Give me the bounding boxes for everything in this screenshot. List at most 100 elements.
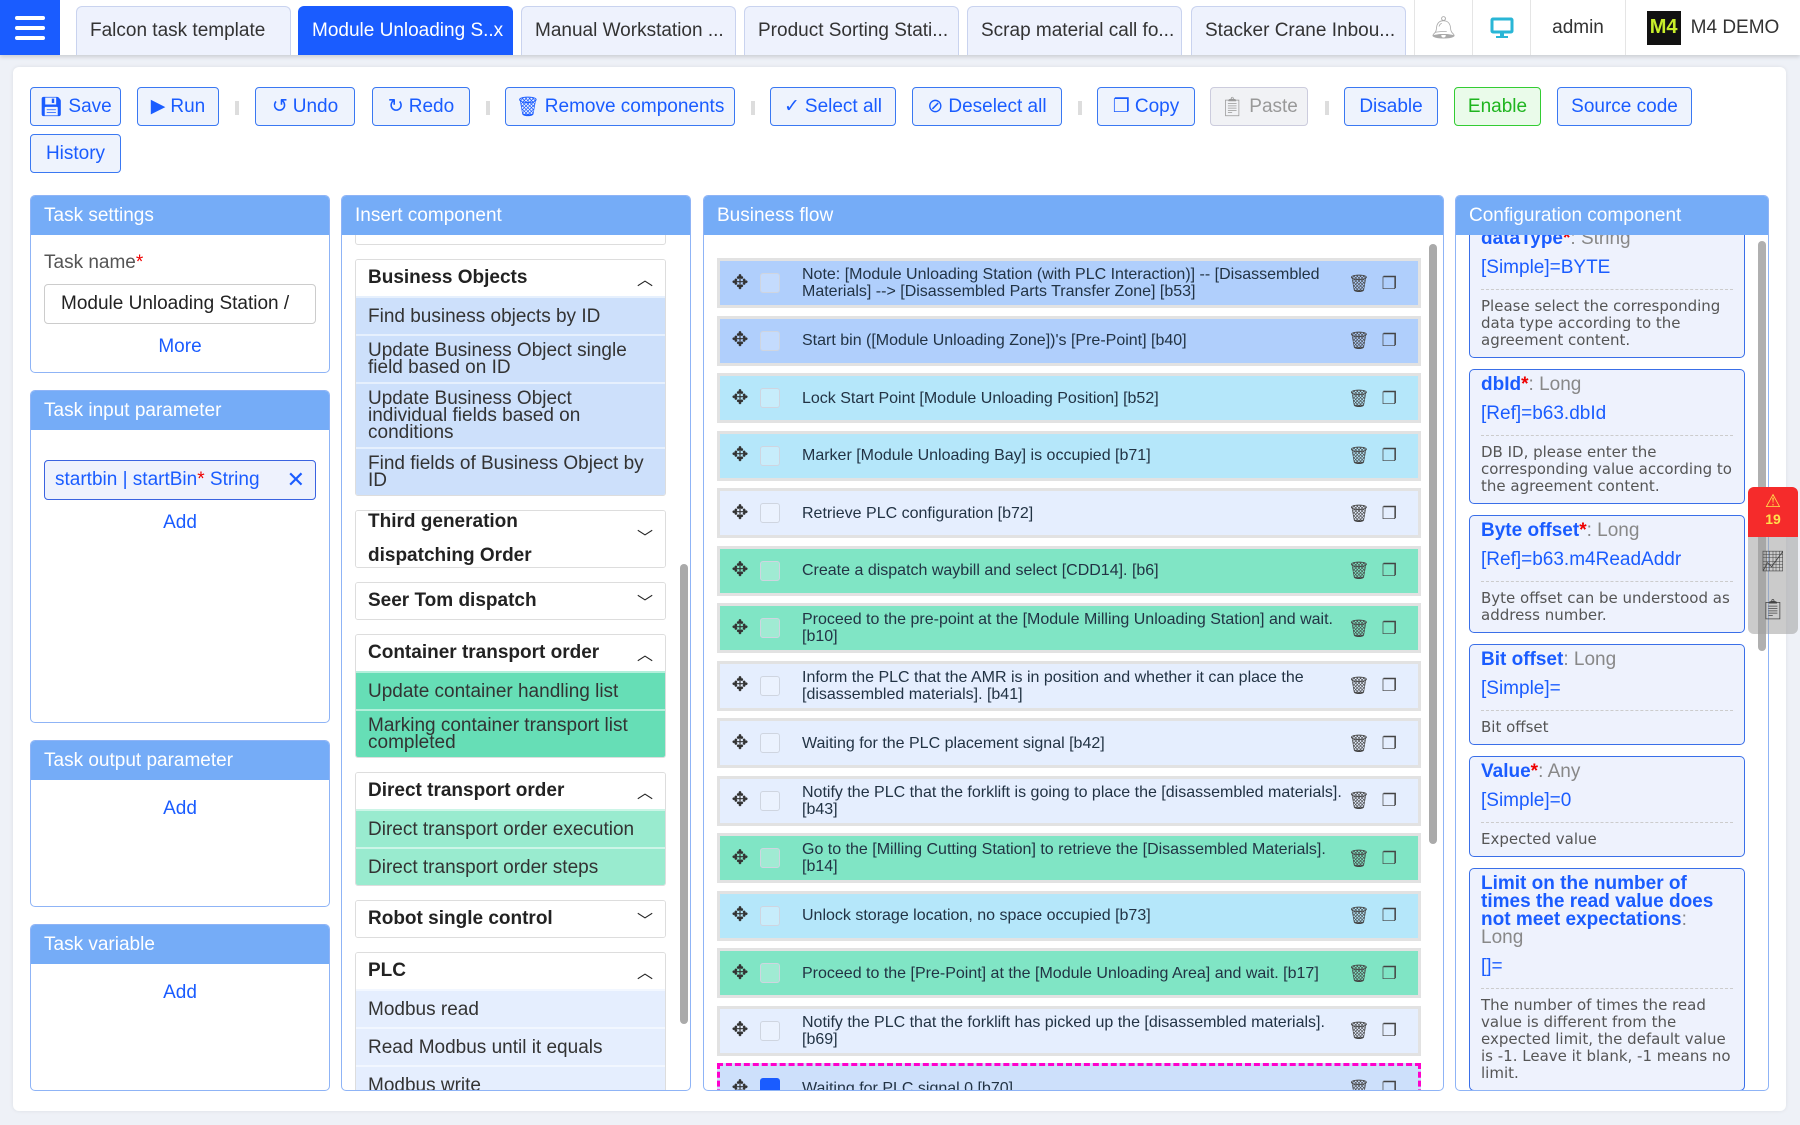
brand[interactable]: M4 M4 DEMO — [1625, 0, 1800, 55]
delete-icon[interactable]: 🗑︎ — [1348, 733, 1370, 753]
component-item[interactable]: Find fields of Business Object by ID — [356, 447, 665, 495]
field-value[interactable]: [Ref]=b63.dbId — [1481, 403, 1607, 424]
menu-icon[interactable] — [0, 0, 60, 55]
delete-icon[interactable]: 🗑︎ — [1348, 561, 1370, 580]
component-item[interactable]: Direct transport order steps — [356, 847, 665, 885]
copy-icon[interactable]: ❐ — [1381, 906, 1397, 925]
row-checkbox[interactable] — [760, 560, 780, 581]
row-checkbox[interactable] — [760, 790, 780, 811]
flow-row[interactable]: ✥ Unlock storage location, no space occup… — [717, 890, 1421, 941]
move-icon[interactable]: ✥ — [731, 501, 749, 524]
move-icon[interactable]: ✥ — [731, 961, 749, 984]
row-checkbox[interactable] — [760, 963, 780, 983]
flow-row[interactable]: ✥ Go to the [Milling Cutting Station] to … — [717, 833, 1421, 883]
flow-row[interactable]: ✥ Waiting for the PLC placement signal [b… — [717, 718, 1421, 768]
enable-button[interactable]: Enable — [1454, 87, 1541, 126]
add-variable-link[interactable]: Add — [163, 982, 197, 1003]
component-item[interactable]: Marking container transport list complet… — [356, 709, 665, 757]
flow-row[interactable]: ✥ Create a dispatch waybill and select [C… — [717, 545, 1421, 596]
group-header[interactable]: Direct transport order ︿ — [356, 773, 665, 809]
group-header[interactable]: PLC ︿ — [356, 953, 665, 989]
add-input-link[interactable]: Add — [163, 512, 197, 533]
move-icon[interactable]: ✥ — [731, 329, 749, 351]
component-item[interactable]: Modbus write — [356, 1065, 665, 1090]
copy-icon[interactable]: ❐ — [1381, 733, 1397, 753]
copy-icon[interactable]: ❐ — [1381, 561, 1397, 580]
monitor-chart-icon[interactable]: 📈︎ — [1760, 550, 1786, 573]
copy-icon[interactable]: ❐ — [1381, 273, 1397, 293]
close-icon[interactable]: ✕ — [286, 467, 305, 492]
row-checkbox[interactable] — [760, 330, 780, 351]
undo-button[interactable]: ↺ Undo — [255, 87, 355, 126]
delete-icon[interactable]: 🗑︎ — [1348, 676, 1370, 695]
history-button[interactable]: History — [30, 134, 121, 173]
copy-icon[interactable]: ❐ — [1381, 388, 1397, 408]
add-output-link[interactable]: Add — [163, 798, 197, 819]
config-field[interactable]: Byte offset*: Long [Ref]=b63.m4ReadAddr By… — [1469, 515, 1745, 633]
flow-row[interactable]: ✥ Note: [Module Unloading Station (with P… — [717, 258, 1421, 308]
copy-icon[interactable]: ❐ — [1381, 676, 1397, 695]
copy-icon[interactable]: ❐ — [1381, 331, 1397, 350]
copy-icon[interactable]: ❐ — [1381, 446, 1397, 465]
delete-icon[interactable]: 🗑︎ — [1348, 1078, 1370, 1091]
alarm-button[interactable]: ⚠︎ 19 — [1748, 487, 1798, 537]
move-icon[interactable]: ✥ — [731, 846, 749, 869]
scrollbar[interactable] — [1429, 244, 1437, 844]
flow-row[interactable]: ✥ Proceed to the [Pre-Point] at the [Modu… — [717, 948, 1421, 998]
move-icon[interactable]: ✥ — [731, 674, 749, 696]
config-field[interactable]: dbId*: Long [Ref]=b63.dbId DB ID, please e… — [1469, 369, 1745, 504]
component-item[interactable]: Read Modbus until it equals — [356, 1027, 665, 1065]
row-checkbox[interactable] — [760, 273, 780, 293]
delete-icon[interactable]: 🗑︎ — [1348, 446, 1370, 465]
monitor-icon[interactable] — [1472, 0, 1530, 55]
tab-3[interactable]: Product Sorting Stati... — [744, 6, 959, 55]
disable-button[interactable]: Disable — [1344, 87, 1438, 126]
move-icon[interactable]: ✥ — [731, 904, 749, 926]
save-button[interactable]: 💾︎ Save — [30, 87, 121, 126]
row-checkbox[interactable] — [760, 445, 780, 466]
scrollbar[interactable] — [680, 564, 688, 1024]
run-button[interactable]: ▶ Run — [137, 87, 219, 126]
row-checkbox[interactable] — [760, 848, 780, 868]
component-item[interactable]: Update Business Object single field base… — [356, 334, 665, 382]
clipboard-icon[interactable]: 📋︎ — [1760, 598, 1786, 621]
move-icon[interactable]: ✥ — [731, 1076, 749, 1091]
config-field[interactable]: Value*: Any [Simple]=0 Expected value — [1469, 756, 1745, 857]
delete-icon[interactable]: 🗑︎ — [1348, 906, 1370, 925]
delete-icon[interactable]: 🗑︎ — [1348, 618, 1370, 638]
more-link[interactable]: More — [158, 336, 202, 357]
select-all-button[interactable]: ✓ Select all — [770, 87, 896, 126]
field-value[interactable]: []= — [1481, 956, 1503, 977]
group-header[interactable]: Third generation dispatching Order ﹀ — [356, 511, 665, 567]
move-icon[interactable]: ✥ — [731, 444, 749, 466]
row-checkbox[interactable] — [760, 675, 780, 696]
row-checkbox[interactable] — [760, 503, 780, 523]
copy-icon[interactable]: ❐ — [1381, 1078, 1397, 1091]
config-field[interactable]: Limit on the number of times the read va… — [1469, 868, 1745, 1090]
remove-components-button[interactable]: 🗑︎ Remove components — [505, 87, 735, 126]
tab-0[interactable]: Falcon task template — [76, 6, 291, 55]
delete-icon[interactable]: 🗑︎ — [1348, 331, 1370, 350]
flow-row[interactable]: ✥ Lock Start Point [Module Unloading Posi… — [717, 373, 1421, 423]
move-icon[interactable]: ✥ — [731, 386, 749, 409]
group-header[interactable]: Container transport order ︿ — [356, 635, 665, 671]
row-checkbox[interactable] — [760, 733, 780, 753]
copy-icon[interactable]: ❐ — [1381, 963, 1397, 983]
delete-icon[interactable]: 🗑︎ — [1348, 963, 1370, 983]
group-header[interactable]: Seer Tom dispatch ﹀ — [356, 583, 665, 619]
delete-icon[interactable]: 🗑︎ — [1348, 848, 1370, 868]
field-value[interactable]: [Ref]=b63.m4ReadAddr — [1481, 549, 1682, 570]
field-value[interactable]: [Simple]=BYTE — [1481, 257, 1611, 278]
tab-4[interactable]: Scrap material call fo... — [967, 6, 1182, 55]
move-icon[interactable]: ✥ — [731, 559, 749, 581]
field-value[interactable]: [Simple]=0 — [1481, 790, 1572, 811]
flow-row[interactable]: ✥ Waiting for PLC signal 0 [b70] 🗑︎ ❐ — [717, 1063, 1421, 1090]
group-header[interactable]: Robot single control ﹀ — [356, 901, 665, 937]
flow-row[interactable]: ✥ Start bin ([Module Unloading Zone])'s [… — [717, 315, 1421, 366]
scrollbar[interactable] — [1758, 241, 1766, 651]
copy-button[interactable]: ❐ Copy — [1097, 87, 1195, 126]
component-item[interactable]: Modbus read — [356, 989, 665, 1027]
flow-row[interactable]: ✥ Proceed to the pre-point at the [Module… — [717, 603, 1421, 653]
component-item[interactable]: Update Business Object individual fields… — [356, 382, 665, 447]
config-field[interactable]: dataType*: String [Simple]=BYTE Please sel… — [1469, 235, 1745, 358]
